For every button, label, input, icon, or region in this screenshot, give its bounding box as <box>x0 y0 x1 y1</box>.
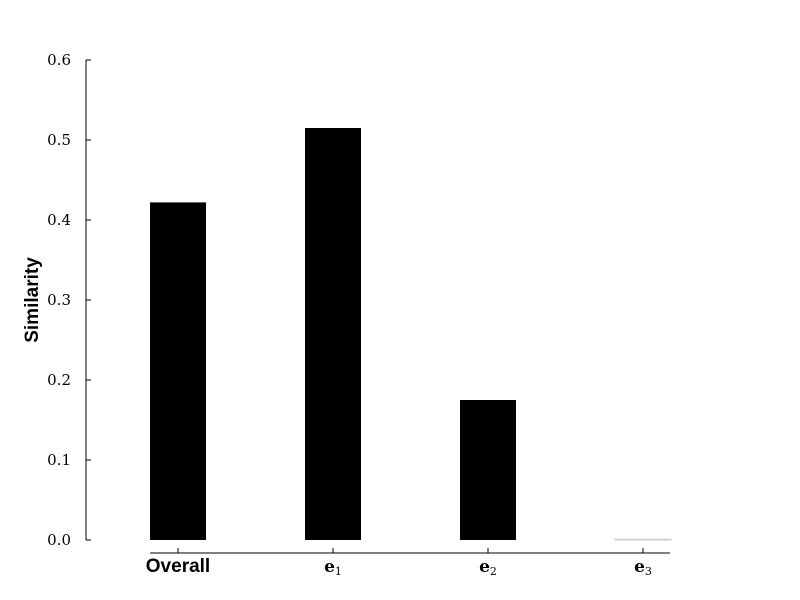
y-axis: 0.0 0.1 0.2 0.3 0.4 0.5 0.6 <box>47 51 91 549</box>
x-tick-label-e3: e3 <box>634 557 652 578</box>
x-tick-label-overall: Overall <box>146 556 210 577</box>
x-axis: Overall e1 e2 e3 <box>146 548 670 578</box>
y-axis-label: Similarity <box>22 257 43 343</box>
y-tick-label: 0.0 <box>47 531 71 549</box>
x-tick-label-e1: e1 <box>324 557 342 578</box>
y-tick-label: 0.5 <box>47 131 71 149</box>
bars <box>150 128 672 541</box>
bar-e2 <box>460 400 516 540</box>
y-tick-label: 0.2 <box>47 371 71 389</box>
bar-e3 <box>614 538 672 541</box>
x-tick-label-e2: e2 <box>479 557 497 578</box>
y-tick-label: 0.6 <box>47 51 71 69</box>
y-tick-label: 0.1 <box>47 451 71 469</box>
y-tick-label: 0.3 <box>47 291 71 309</box>
bar-e1 <box>305 128 361 540</box>
y-tick-label: 0.4 <box>47 211 71 229</box>
bar-overall <box>150 202 206 540</box>
